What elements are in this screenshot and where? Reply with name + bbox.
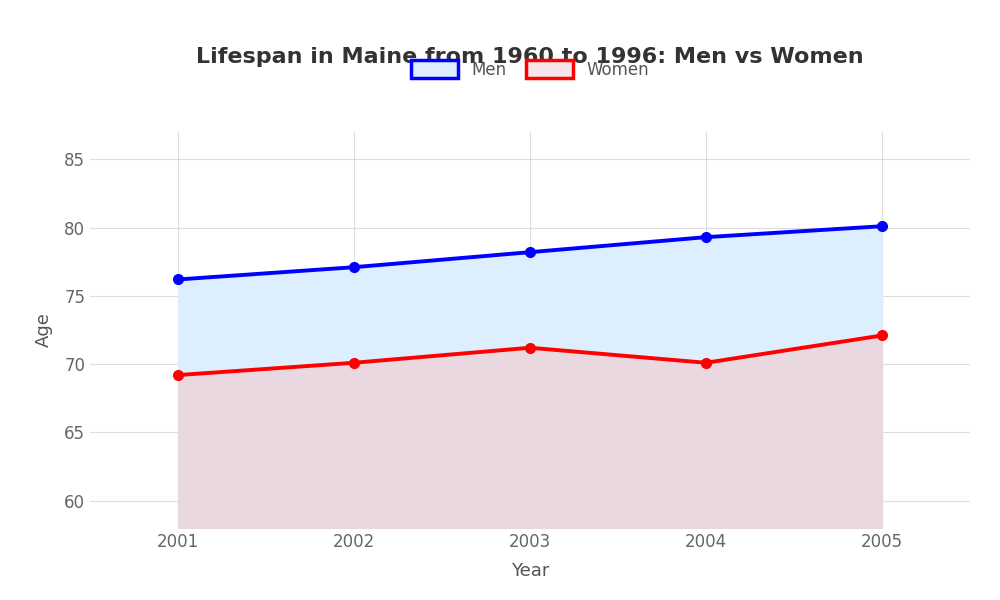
Y-axis label: Age: Age xyxy=(35,313,53,347)
Legend: Men, Women: Men, Women xyxy=(404,53,656,85)
Title: Lifespan in Maine from 1960 to 1996: Men vs Women: Lifespan in Maine from 1960 to 1996: Men… xyxy=(196,47,864,67)
X-axis label: Year: Year xyxy=(511,562,549,580)
